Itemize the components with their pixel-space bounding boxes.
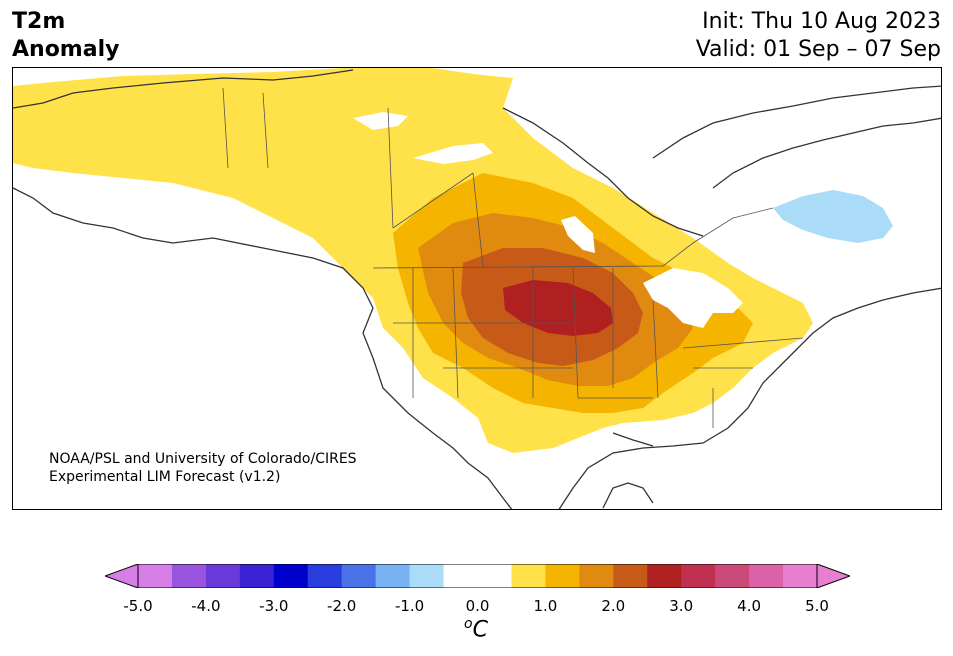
colorbar-segment bbox=[613, 564, 648, 588]
great-lakes bbox=[643, 268, 743, 328]
colorbar-tick-label: 5.0 bbox=[805, 597, 829, 615]
colorbar-tick-labels: -5.0 -4.0 -3.0 -2.0 -1.0 0.0 1.0 2.0 3.0 4.0 5.0 bbox=[0, 597, 953, 617]
colorbar-tick-label: 0.0 bbox=[465, 597, 490, 615]
colorbar-tick-label: -4.0 bbox=[191, 597, 221, 615]
unit-degree: o bbox=[464, 616, 473, 632]
colorbar bbox=[105, 564, 850, 588]
colorbar-segment bbox=[647, 564, 682, 588]
colorbar-segment bbox=[545, 564, 580, 588]
anomaly-region-minus-0-5 bbox=[773, 190, 893, 243]
colorbar-tick-label: 3.0 bbox=[669, 597, 694, 615]
colorbar-segment bbox=[239, 564, 275, 588]
colorbar-under-arrow bbox=[105, 564, 139, 588]
colorbar-segment bbox=[443, 564, 478, 588]
title-line-2: Anomaly bbox=[12, 37, 120, 62]
colorbar-segment bbox=[749, 564, 784, 588]
unit-letter: C bbox=[472, 617, 488, 643]
colorbar-segment bbox=[138, 564, 173, 588]
colorbar-segment bbox=[273, 564, 309, 588]
title-line-1: T2m bbox=[12, 9, 66, 34]
credit-line-1: NOAA/PSL and University of Colorado/CIRE… bbox=[49, 451, 357, 467]
colorbar-segments bbox=[138, 564, 818, 588]
colorbar-segment bbox=[511, 564, 546, 588]
colorbar-unit: oC bbox=[464, 616, 488, 642]
colorbar-over-arrow bbox=[816, 564, 850, 588]
colorbar-tick-label: -1.0 bbox=[394, 597, 425, 615]
colorbar-segment bbox=[205, 564, 241, 588]
colorbar-segment bbox=[783, 564, 818, 588]
colorbar-tick-label: 1.0 bbox=[533, 597, 558, 615]
anomaly-region-2-5 bbox=[503, 280, 613, 336]
coastlines bbox=[13, 69, 941, 509]
political-borders bbox=[222, 87, 804, 428]
colorbar-tick-label: -2.0 bbox=[327, 597, 357, 615]
colorbar-tick-label: -3.0 bbox=[259, 597, 289, 615]
lake-winnipeg bbox=[561, 216, 595, 253]
colorbar-tick-label: 4.0 bbox=[737, 597, 762, 615]
map-title: T2m Anomaly bbox=[12, 8, 119, 64]
colorbar-segment bbox=[477, 564, 512, 588]
credit-text: NOAA/PSL and University of Colorado/CIRE… bbox=[49, 450, 357, 486]
colorbar-segment bbox=[341, 564, 377, 588]
colorbar-segment bbox=[375, 564, 411, 588]
valid-range: Valid: 01 Sep – 07 Sep bbox=[695, 37, 941, 62]
init-date: Init: Thu 10 Aug 2023 bbox=[702, 9, 941, 34]
colorbar-segment bbox=[171, 564, 207, 588]
map-panel bbox=[12, 67, 942, 510]
colorbar-segment bbox=[681, 564, 716, 588]
anomaly-map bbox=[13, 68, 941, 509]
hudson-bay bbox=[413, 143, 493, 164]
colorbar-segment bbox=[715, 564, 750, 588]
colorbar-tick-label: -5.0 bbox=[123, 597, 153, 615]
lake-white-1 bbox=[353, 112, 408, 130]
colorbar-segment bbox=[579, 564, 614, 588]
colorbar-segment bbox=[409, 564, 445, 588]
credit-line-2: Experimental LIM Forecast (v1.2) bbox=[49, 469, 281, 485]
colorbar-outline bbox=[137, 564, 818, 588]
colorbar-segment bbox=[307, 564, 343, 588]
forecast-dates: Init: Thu 10 Aug 2023 Valid: 01 Sep – 07… bbox=[696, 8, 941, 64]
colorbar-tick-label: 2.0 bbox=[601, 597, 626, 615]
